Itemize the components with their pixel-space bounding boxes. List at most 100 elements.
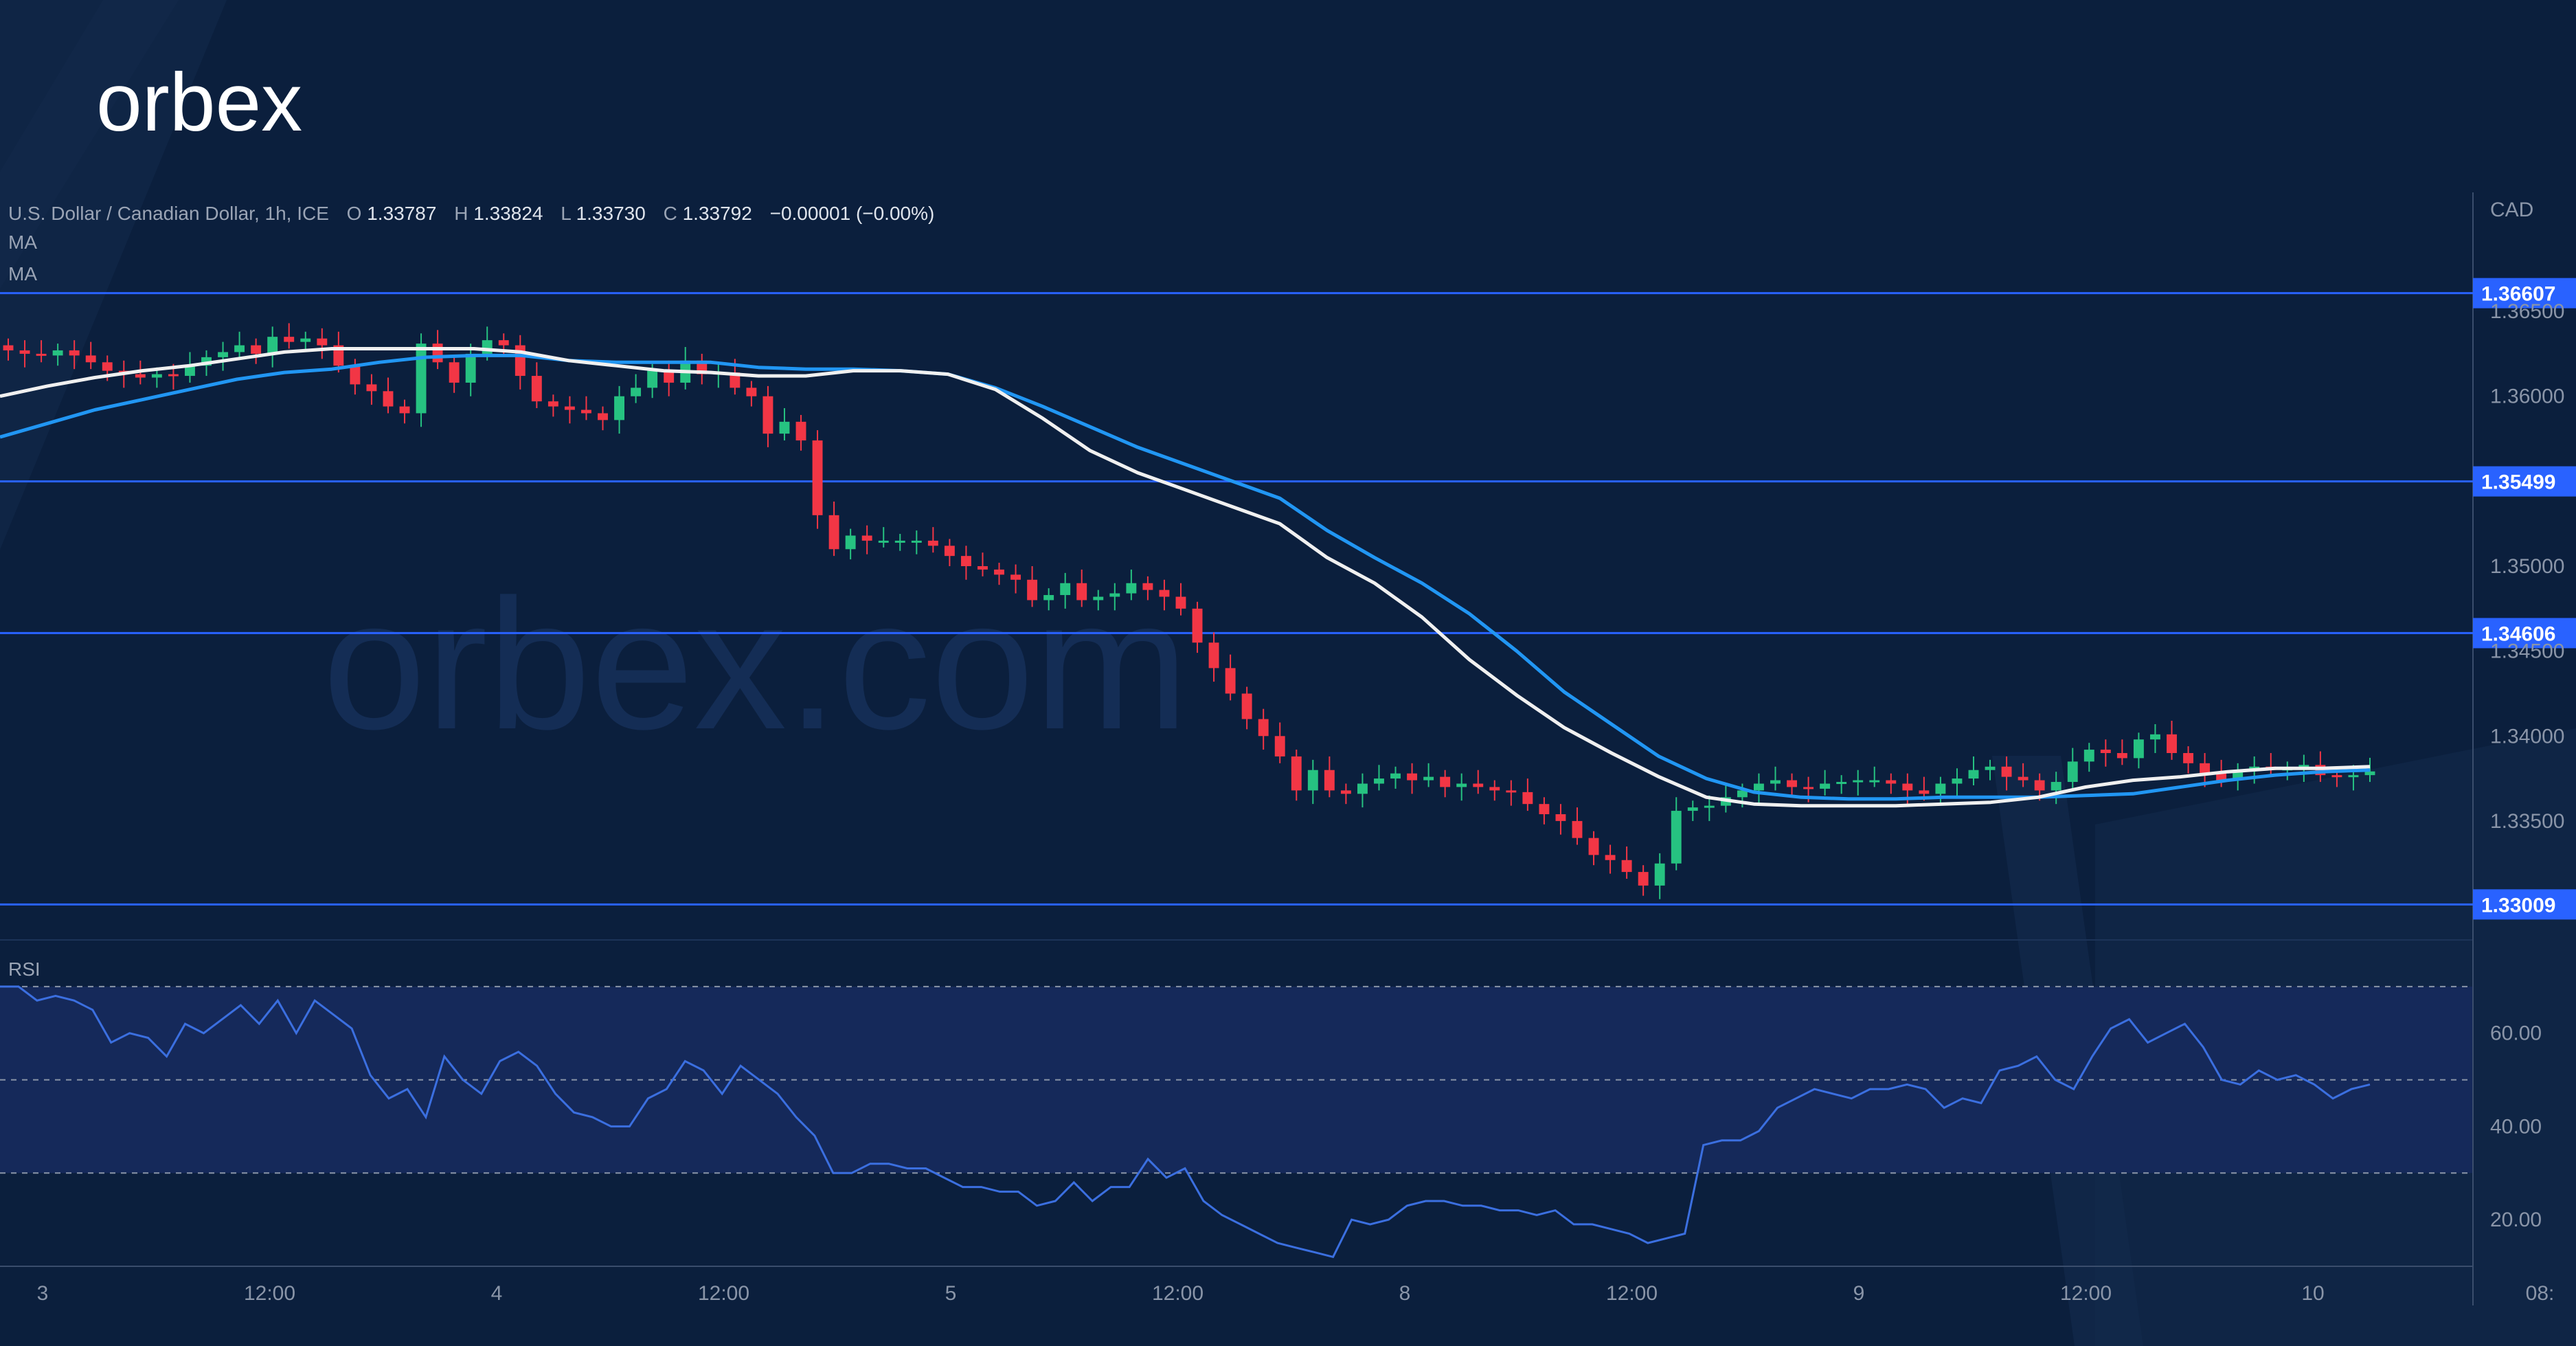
candle-body — [1109, 593, 1120, 597]
candle-body — [1704, 805, 1715, 808]
candle-body — [2034, 780, 2045, 791]
legend-ma2: MA — [8, 263, 37, 284]
candle-body — [1687, 807, 1698, 811]
candle-body — [399, 406, 410, 414]
candle-body — [498, 340, 509, 346]
time-tick-label: 3 — [37, 1282, 49, 1305]
candle-body — [2083, 750, 2094, 762]
candle-body — [1489, 787, 1500, 791]
candle-body — [1324, 770, 1335, 791]
candle-body — [1787, 780, 1797, 787]
candle-body — [465, 353, 476, 383]
candle-body — [894, 540, 905, 543]
candle-body — [1192, 608, 1203, 643]
candle-body — [69, 350, 80, 356]
ma-fast-line — [0, 347, 2371, 808]
candle-body — [647, 370, 658, 388]
candle-body — [960, 556, 971, 566]
candle-body — [1952, 778, 1963, 784]
candle-body — [1407, 773, 1418, 781]
candle-body — [1902, 783, 1913, 791]
legend-open-label: O — [347, 203, 362, 224]
candle-body — [1853, 780, 1864, 783]
price-tick-label: 1.34500 — [2490, 640, 2564, 663]
candle-body — [730, 372, 741, 388]
time-tick-label: 5 — [945, 1282, 957, 1305]
candle-body — [482, 340, 493, 354]
candle-body — [861, 535, 872, 541]
candle-body — [2050, 782, 2061, 791]
candle-body — [994, 569, 1004, 575]
legend-high-label: H — [454, 203, 468, 224]
candle-body — [2133, 739, 2144, 759]
orbex-logo: orbex — [96, 56, 302, 148]
candle-body — [1423, 776, 1434, 781]
candle-body — [2018, 776, 2029, 781]
legend-symbol: U.S. Dollar / Canadian Dollar, 1h, ICE — [8, 203, 329, 224]
candle-body — [350, 366, 361, 385]
candle-body — [2216, 773, 2227, 781]
candle-body — [1671, 811, 1682, 864]
legend-low-value: 1.33730 — [576, 203, 646, 224]
candle-body — [218, 352, 228, 357]
candle-body — [614, 396, 625, 420]
candle-body — [1241, 693, 1252, 719]
candle-body — [515, 345, 526, 377]
candle-body — [878, 540, 889, 543]
logo-text: orbex — [96, 56, 302, 148]
candle-body — [1539, 804, 1550, 815]
candle-body — [19, 350, 30, 354]
candle-body — [267, 337, 278, 354]
level-label: 1.36607 — [2481, 283, 2555, 306]
candle-body — [531, 376, 542, 402]
time-tick-label: 10 — [2301, 1282, 2324, 1305]
candle-body — [547, 401, 558, 407]
candle-body — [1869, 780, 1880, 783]
candle-body — [1076, 583, 1087, 601]
time-tick-label: 8 — [1399, 1282, 1411, 1305]
candle-body — [36, 353, 47, 356]
candle-body — [927, 540, 938, 546]
legend-high-value: 1.33824 — [473, 203, 543, 224]
candle-body — [2298, 765, 2309, 769]
candle-body — [1605, 855, 1616, 860]
candle-body — [1060, 583, 1071, 596]
candle-body — [2116, 753, 2127, 759]
candle-body — [1836, 782, 1847, 785]
price-tick-label: 1.36000 — [2490, 385, 2564, 408]
candle-body — [234, 345, 245, 352]
candle-body — [779, 421, 790, 434]
time-tick-label: 4 — [491, 1282, 503, 1305]
candle-body — [631, 388, 642, 396]
rsi-tick-label: 20.00 — [2490, 1209, 2542, 1231]
candle-body — [1175, 596, 1186, 609]
legend-change: −0.00001 (−0.00%) — [770, 203, 935, 224]
candle-body — [1258, 719, 1269, 737]
time-tick-label: 9 — [1853, 1282, 1865, 1305]
candle-body — [1621, 860, 1632, 873]
candle-body — [1886, 780, 1897, 784]
legend-close-value: 1.33792 — [683, 203, 752, 224]
candle-body — [795, 421, 806, 441]
rsi-tick-label: 40.00 — [2490, 1115, 2542, 1138]
candle-body — [317, 338, 328, 346]
time-tick-label: 12:00 — [698, 1282, 749, 1305]
candle-body — [3, 345, 14, 350]
candle-body — [102, 362, 113, 371]
candle-body — [1737, 790, 1748, 798]
candle-body — [1440, 776, 1451, 787]
candle-body — [978, 566, 988, 570]
candle-body — [2364, 771, 2375, 776]
candle-body — [2150, 734, 2160, 740]
candle-body — [812, 440, 823, 515]
price-axis: 1.36500 1.36000 1.35000 1.34500 1.34000 1.335… — [2490, 300, 2564, 1231]
candle-body — [911, 540, 922, 543]
candle-body — [383, 391, 394, 407]
candle-body — [1291, 756, 1302, 791]
candle-body — [449, 362, 460, 383]
level-label: 1.35499 — [2481, 471, 2555, 494]
rsi-pane — [0, 985, 2371, 1259]
candle-body — [1142, 583, 1153, 590]
